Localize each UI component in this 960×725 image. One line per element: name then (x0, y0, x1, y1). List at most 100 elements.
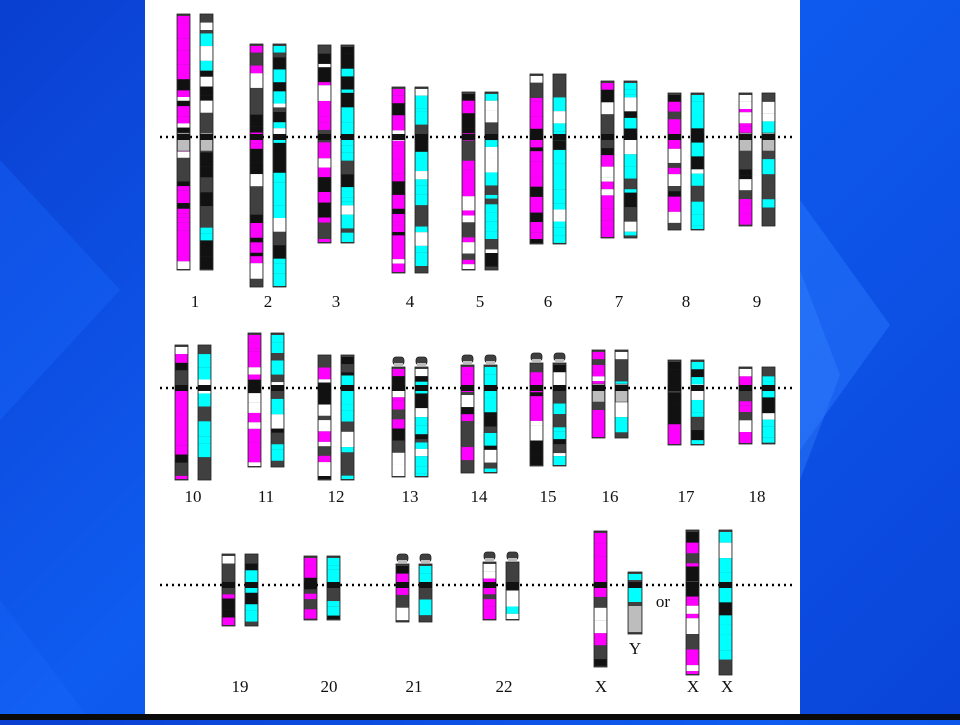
band (762, 113, 775, 122)
band (506, 613, 519, 619)
band (691, 173, 704, 186)
band (461, 460, 474, 472)
band (392, 145, 405, 160)
centromere (327, 582, 340, 588)
band (250, 114, 263, 127)
band (318, 222, 331, 235)
band (200, 177, 213, 193)
band (392, 231, 405, 236)
band (719, 634, 732, 651)
centromere (341, 385, 354, 391)
band (530, 365, 543, 373)
band (483, 594, 496, 600)
band (530, 147, 543, 152)
band (594, 556, 607, 571)
band (719, 586, 732, 603)
band (177, 169, 190, 182)
band (250, 143, 263, 149)
band (739, 203, 752, 214)
band (553, 221, 566, 228)
band (200, 46, 213, 61)
band (318, 217, 331, 223)
band (175, 414, 188, 431)
band (222, 594, 235, 599)
band (245, 563, 258, 571)
band (739, 112, 752, 116)
band (553, 174, 566, 190)
band (177, 186, 190, 191)
band (462, 253, 475, 260)
band (341, 364, 354, 373)
chromosome-label: 5 (476, 292, 485, 311)
chromosome-pair-3 (317, 44, 355, 244)
band (177, 222, 190, 231)
band (396, 590, 409, 595)
band (271, 432, 284, 445)
chromosome-pair-12 (317, 354, 355, 481)
band (668, 186, 681, 192)
band (601, 181, 614, 190)
band (392, 389, 405, 398)
chromosome-label: 2 (264, 292, 273, 311)
satellite-stalk (398, 560, 407, 563)
band (396, 573, 409, 584)
band (601, 155, 614, 167)
band (462, 215, 475, 223)
band (719, 532, 732, 543)
x-chromosome-label: X (595, 677, 607, 696)
band (250, 214, 263, 224)
band (415, 179, 428, 186)
band (483, 599, 496, 607)
band (273, 182, 286, 199)
band (250, 242, 263, 246)
band (592, 409, 605, 425)
band (553, 149, 566, 164)
band (273, 69, 286, 83)
band (691, 101, 704, 117)
band (304, 609, 317, 619)
band (318, 53, 331, 64)
band (594, 653, 607, 660)
band (341, 205, 354, 215)
centromere (719, 582, 732, 588)
band (318, 63, 331, 68)
band (530, 425, 543, 441)
band (341, 197, 354, 202)
band (668, 211, 681, 223)
band (318, 177, 331, 192)
band (686, 542, 699, 554)
band (530, 396, 543, 407)
band (668, 162, 681, 168)
chromosome-label: 19 (232, 677, 249, 696)
band (739, 401, 752, 406)
band (392, 397, 405, 401)
centromere (248, 385, 261, 391)
chromosome-pair-20 (303, 555, 341, 621)
band (250, 278, 263, 286)
band (615, 401, 628, 418)
band (461, 367, 474, 375)
band (530, 76, 543, 83)
band (198, 473, 211, 479)
band (485, 253, 498, 267)
band (175, 454, 188, 463)
band (318, 462, 331, 477)
centromere (739, 134, 752, 140)
band (273, 112, 286, 123)
band (341, 89, 354, 93)
band (341, 475, 354, 479)
band (177, 100, 190, 107)
band (762, 199, 775, 208)
band (485, 122, 498, 136)
band (245, 604, 258, 611)
band (318, 167, 331, 178)
band (739, 420, 752, 432)
band (341, 201, 354, 206)
band (341, 122, 354, 135)
centromere (318, 134, 331, 140)
band (485, 100, 498, 111)
chromosome-pair-22 (482, 551, 520, 621)
band (250, 65, 263, 74)
band (762, 101, 775, 114)
band (177, 261, 190, 269)
